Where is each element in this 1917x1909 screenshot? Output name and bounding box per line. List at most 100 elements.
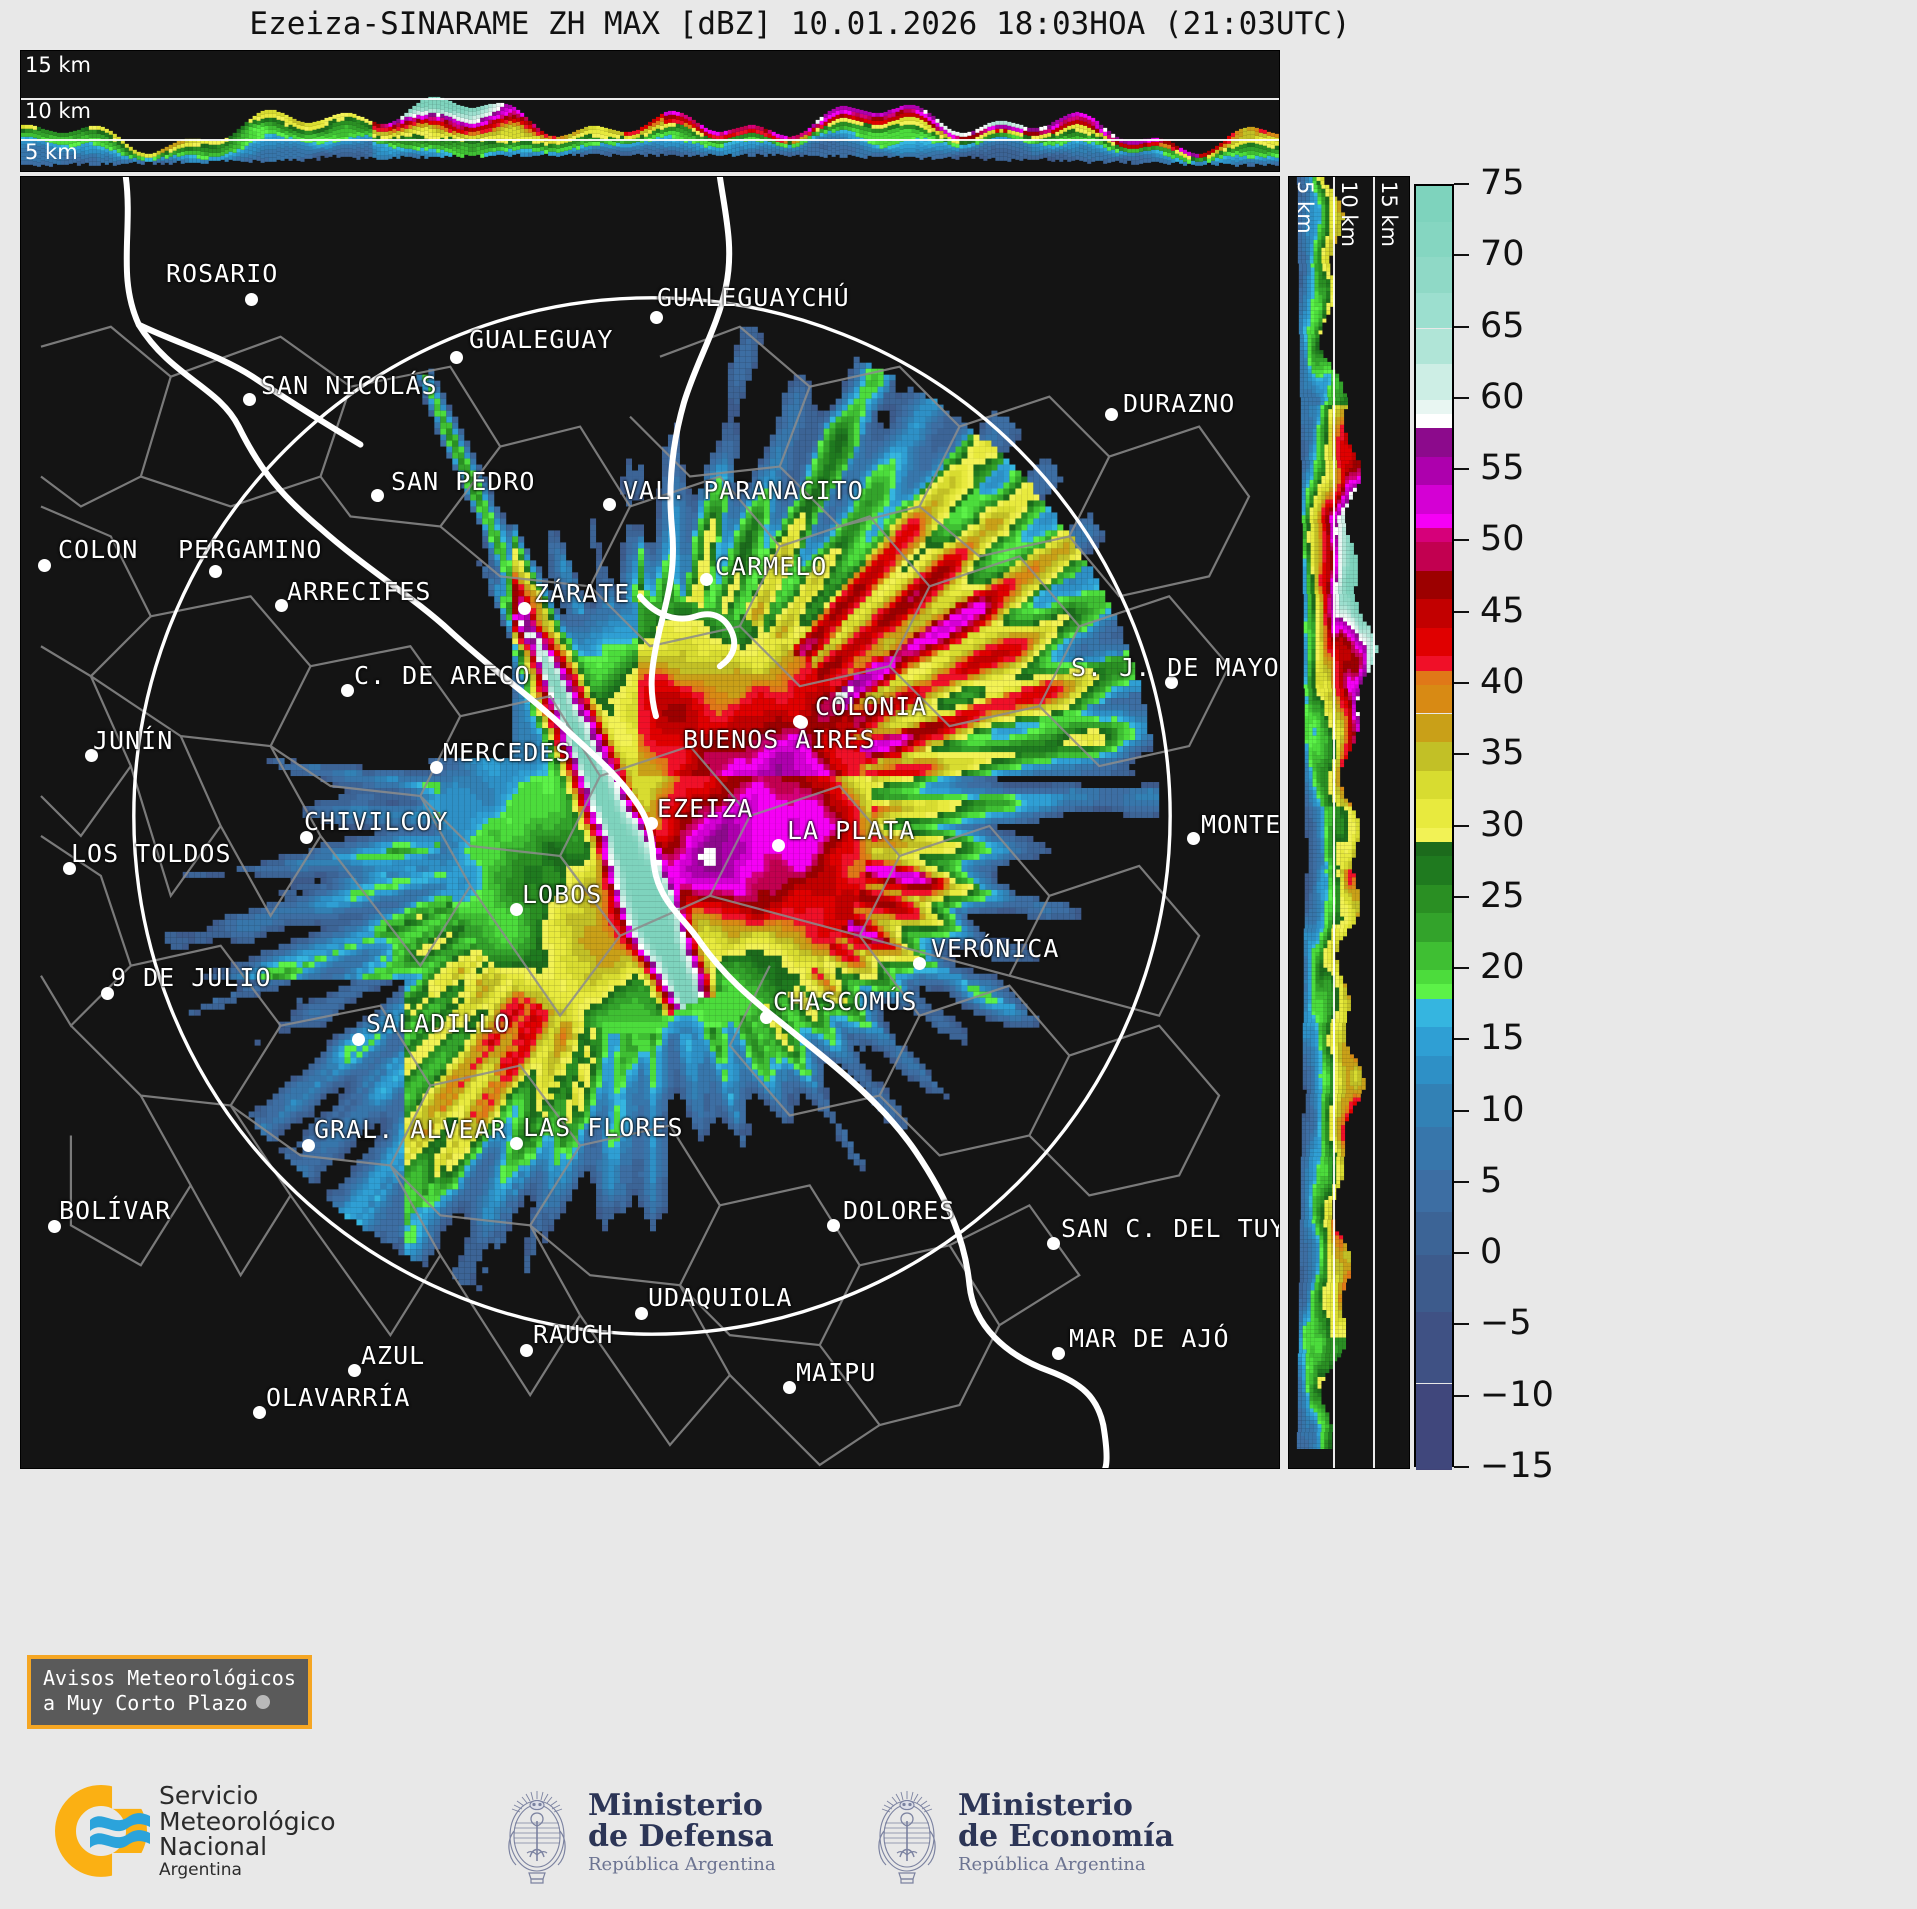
colorbar-tick-label: 40 xyxy=(1480,662,1525,702)
cross-section-top-canvas xyxy=(21,51,1279,171)
height-label-right-5km: 5 km xyxy=(1293,181,1317,234)
city-marker-dot-icon xyxy=(760,1011,773,1024)
colorbar-swatch xyxy=(1416,570,1452,600)
colorbar-swatch xyxy=(1416,998,1452,1028)
colorbar-tick-label: 15 xyxy=(1480,1018,1525,1058)
colorbar-swatch xyxy=(1416,1383,1452,1469)
smn-line3: Nacional xyxy=(159,1834,336,1860)
colorbar-swatch xyxy=(1416,328,1452,365)
cross-section-north-south: 5 km 10 km 15 km xyxy=(1288,176,1410,1469)
height-label-15km: 15 km xyxy=(25,55,91,76)
city-marker-dot-icon xyxy=(1187,832,1200,845)
colorbar-swatch xyxy=(1416,257,1452,293)
city-marker-dot-icon xyxy=(635,1307,648,1320)
city-marker-dot-icon xyxy=(510,1137,523,1150)
city-marker-dot-icon xyxy=(520,1344,533,1357)
city-marker-dot-icon xyxy=(245,293,258,306)
economia-line2: de Economía xyxy=(958,1821,1174,1853)
colorbar-swatch xyxy=(1416,186,1452,222)
colorbar-swatch xyxy=(1416,364,1452,400)
colorbar-swatch xyxy=(1416,513,1452,529)
colorbar-tick-mark xyxy=(1454,824,1469,827)
economia-line1: Ministerio xyxy=(958,1790,1174,1822)
colorbar-swatch xyxy=(1416,627,1452,657)
colorbar-swatch xyxy=(1416,742,1452,771)
colorbar-tick-mark xyxy=(1454,183,1469,185)
colorbar-tick-label: 20 xyxy=(1480,947,1525,987)
colorbar-tick-mark xyxy=(1454,967,1469,970)
colorbar-swatch xyxy=(1416,656,1452,671)
colorbar-tick-mark xyxy=(1454,468,1469,471)
colorbar-tick-label: 70 xyxy=(1480,234,1525,274)
city-marker-dot-icon xyxy=(302,1139,315,1152)
colorbar-tick-mark xyxy=(1454,1038,1469,1041)
colorbar-swatch xyxy=(1416,856,1452,885)
page-title: Ezeiza-SINARAME ZH MAX [dBZ] 10.01.2026 … xyxy=(0,6,1600,42)
colorbar: 75 70 65 60 55 50 45 40 35 30 25 20 15 10 5 0 −5 −10 −15 xyxy=(1414,163,1554,1486)
city-marker-dot-icon xyxy=(101,987,114,1000)
city-marker-dot-icon xyxy=(209,565,222,578)
colorbar-swatch xyxy=(1416,1469,1452,1470)
radar-map[interactable]: ROSARIO GUALEGUAYCHÚ GUALEGUAY SAN NICOLÁS D… xyxy=(20,176,1280,1469)
defensa-line2: de Defensa xyxy=(588,1821,776,1853)
colorbar-swatch xyxy=(1416,670,1452,685)
city-marker-dot-icon xyxy=(371,489,384,502)
city-marker-dot-icon xyxy=(795,716,808,729)
coastline-rivers xyxy=(122,177,1110,1468)
height-label-right-10km: 10 km xyxy=(1337,181,1361,247)
colorbar-tick-mark xyxy=(1454,1180,1469,1183)
city-marker-dot-icon xyxy=(253,1406,266,1419)
colorbar-swatch xyxy=(1416,542,1452,571)
colorbar-tick-mark xyxy=(1454,1109,1469,1112)
colorbar-swatch xyxy=(1416,1255,1452,1313)
logo-ministerio-de-defensa: Ministerio de Defensa República Argentin… xyxy=(500,1781,776,1885)
status-badge[interactable]: Avisos Meteorológicos a Muy Corto Plazo xyxy=(27,1655,312,1729)
colorbar-tick-label: −5 xyxy=(1480,1303,1532,1343)
warning-badge-line1: Avisos Meteorológicos xyxy=(43,1666,296,1691)
colorbar-swatch xyxy=(1416,1212,1452,1256)
colorbar-gradient xyxy=(1414,184,1454,1470)
colorbar-tick-mark xyxy=(1454,681,1469,684)
gridline-5km xyxy=(21,139,1279,141)
colorbar-swatch xyxy=(1416,485,1452,514)
colorbar-tick-label: 55 xyxy=(1480,448,1525,488)
cross-section-right-canvas xyxy=(1289,177,1409,1449)
colorbar-swatch xyxy=(1416,414,1452,429)
city-marker-dot-icon xyxy=(348,1364,361,1377)
colorbar-tick-mark xyxy=(1454,1323,1469,1326)
city-marker-dot-icon xyxy=(650,311,663,324)
city-marker-dot-icon xyxy=(352,1033,365,1046)
colorbar-tick-mark xyxy=(1454,1466,1469,1468)
colorbar-swatch xyxy=(1416,841,1452,857)
gridline-10km xyxy=(21,98,1279,100)
colorbar-swatch xyxy=(1416,1312,1452,1384)
colorbar-swatch xyxy=(1416,1055,1452,1085)
smn-line1: Servicio xyxy=(159,1783,336,1809)
colorbar-tick-mark xyxy=(1454,610,1469,613)
city-marker-dot-icon xyxy=(1052,1347,1065,1360)
city-marker-dot-icon xyxy=(913,957,926,970)
colorbar-swatch xyxy=(1416,984,1452,999)
colorbar-swatch xyxy=(1416,456,1452,486)
cross-section-east-west: 15 km 10 km 5 km xyxy=(20,50,1280,172)
city-marker-dot-icon xyxy=(827,1219,840,1232)
smn-logo-icon xyxy=(55,1784,150,1877)
city-marker-dot-icon xyxy=(48,1220,61,1233)
ministerio-defensa-text: Ministerio de Defensa República Argentin… xyxy=(588,1790,776,1874)
colorbar-swatch xyxy=(1416,1126,1452,1170)
city-marker-dot-icon xyxy=(510,903,523,916)
city-marker-dot-icon xyxy=(341,684,354,697)
logo-ministerio-de-economia: Ministerio de Economía República Argenti… xyxy=(870,1781,1174,1885)
city-marker-dot-icon xyxy=(275,599,288,612)
economia-line3: República Argentina xyxy=(958,1856,1174,1875)
colorbar-ticks: 75 70 65 60 55 50 45 40 35 30 25 20 15 10 5 0 −5 −10 −15 xyxy=(1454,163,1654,1486)
colorbar-swatch xyxy=(1416,770,1452,799)
colorbar-swatch xyxy=(1416,428,1452,457)
colorbar-swatch xyxy=(1416,399,1452,415)
city-marker-dot-icon xyxy=(243,393,256,406)
colorbar-tick-mark xyxy=(1454,753,1469,756)
colorbar-swatch xyxy=(1416,941,1452,970)
argentina-coat-of-arms-icon xyxy=(508,1791,566,1884)
warning-badge-line2: a Muy Corto Plazo xyxy=(43,1691,248,1715)
smn-logo-text: Servicio Meteorológico Nacional Argentin… xyxy=(159,1783,336,1879)
